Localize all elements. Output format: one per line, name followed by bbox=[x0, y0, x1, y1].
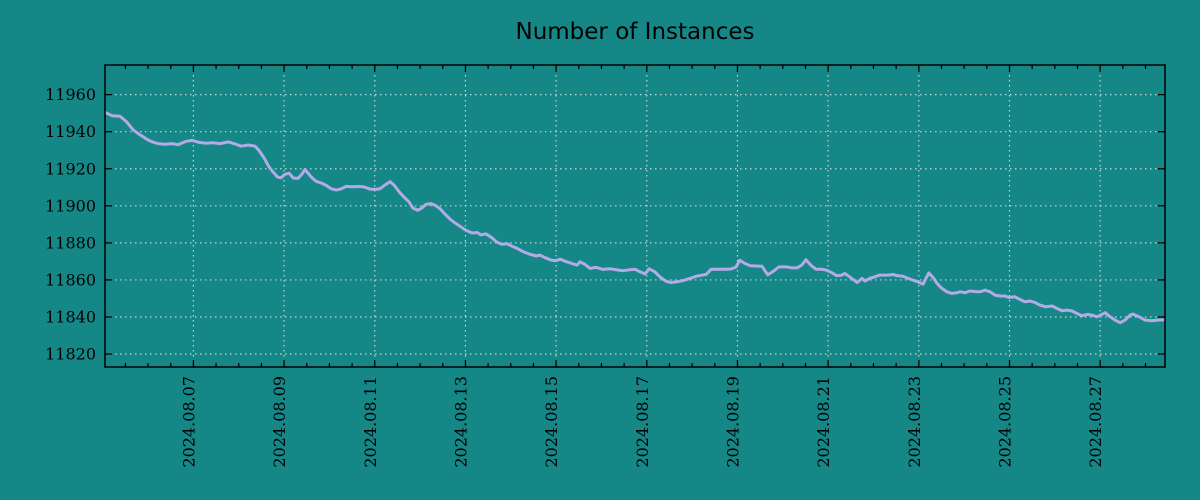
chart-title: Number of Instances bbox=[516, 19, 755, 45]
x-tick-label: 2024.08.13 bbox=[451, 376, 470, 468]
x-axis-labels: 2024.08.07 2024.08.09 2024.08.11 2024.08.13… bbox=[179, 376, 1105, 468]
y-tick-label: 11920 bbox=[45, 159, 96, 178]
y-axis-labels: 11820 11840 11860 11880 11900 11920 11940 11960 bbox=[45, 85, 96, 363]
y-tick-label: 11820 bbox=[45, 345, 96, 364]
gridlines bbox=[105, 65, 1165, 367]
y-tick-label: 11860 bbox=[45, 270, 96, 289]
plot-frame bbox=[104, 64, 1166, 368]
y-tick-label: 11880 bbox=[45, 233, 96, 252]
x-tick-label: 2024.08.21 bbox=[814, 376, 833, 468]
axis-ticks bbox=[105, 65, 1165, 367]
x-tick-label: 2024.08.09 bbox=[270, 376, 289, 468]
y-tick-label: 11840 bbox=[45, 307, 96, 326]
data-series bbox=[105, 110, 1165, 325]
x-tick-label: 2024.08.07 bbox=[179, 376, 198, 468]
x-tick-label: 2024.08.25 bbox=[995, 376, 1014, 468]
plot-border bbox=[104, 64, 1166, 368]
y-tick-label: 11940 bbox=[45, 122, 96, 141]
y-tick-label: 11900 bbox=[45, 196, 96, 215]
x-tick-label: 2024.08.19 bbox=[723, 376, 742, 468]
x-tick-label: 2024.08.15 bbox=[542, 376, 561, 468]
x-tick-label: 2024.08.11 bbox=[361, 376, 380, 468]
x-tick-label: 2024.08.23 bbox=[905, 376, 924, 468]
y-tick-label: 11960 bbox=[45, 85, 96, 104]
x-tick-label: 2024.08.27 bbox=[1086, 376, 1105, 468]
data-line bbox=[105, 110, 1165, 325]
x-tick-label: 2024.08.17 bbox=[633, 376, 652, 468]
